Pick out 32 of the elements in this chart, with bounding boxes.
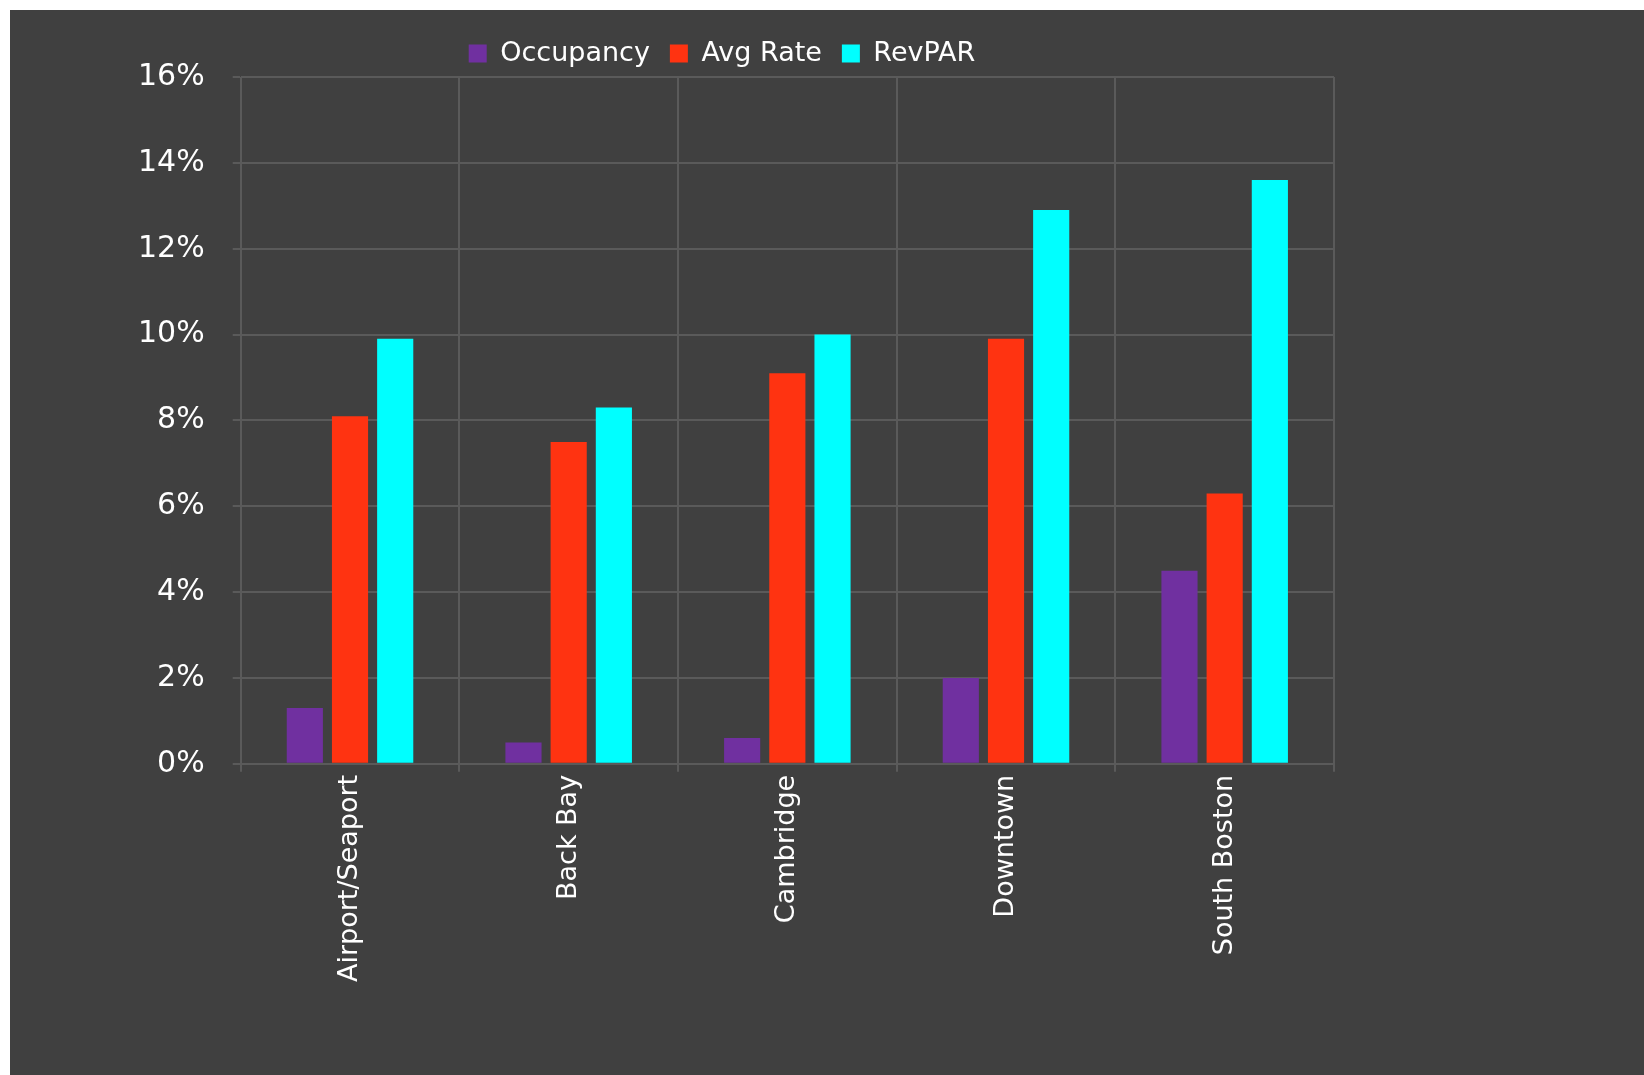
bar <box>942 677 979 763</box>
bar <box>550 441 587 763</box>
y-tick-label: 2% <box>157 657 205 693</box>
y-tick-label: 12% <box>137 228 205 264</box>
bar <box>987 338 1025 763</box>
x-tick-label: Airport/Seaport <box>332 774 364 982</box>
bar <box>1161 570 1198 763</box>
bar <box>769 373 806 763</box>
y-tick-label: 4% <box>157 571 205 607</box>
bar <box>724 738 761 763</box>
x-tick-label: Cambridge <box>769 774 801 924</box>
bar <box>814 334 851 763</box>
y-tick-label: 16% <box>137 56 205 92</box>
y-tick-label: 0% <box>157 743 205 779</box>
legend-label: Occupancy <box>500 35 650 67</box>
legend-label: Avg Rate <box>701 35 822 67</box>
y-tick-label: 10% <box>137 314 205 350</box>
x-tick-label: South Boston <box>1206 774 1238 956</box>
bar <box>505 742 542 763</box>
y-tick-label: 8% <box>157 400 205 436</box>
y-tick-label: 14% <box>137 142 205 178</box>
bar <box>1206 493 1243 763</box>
bar <box>1033 210 1070 763</box>
y-tick-label: 6% <box>157 486 205 522</box>
x-tick-label: Downtown <box>988 774 1020 918</box>
bar <box>286 708 323 763</box>
bar <box>331 416 369 763</box>
bar <box>1251 180 1288 763</box>
legend-label: RevPAR <box>873 35 976 67</box>
x-tick-label: Back Bay <box>550 774 582 901</box>
bar <box>377 338 414 763</box>
bar <box>595 407 632 763</box>
